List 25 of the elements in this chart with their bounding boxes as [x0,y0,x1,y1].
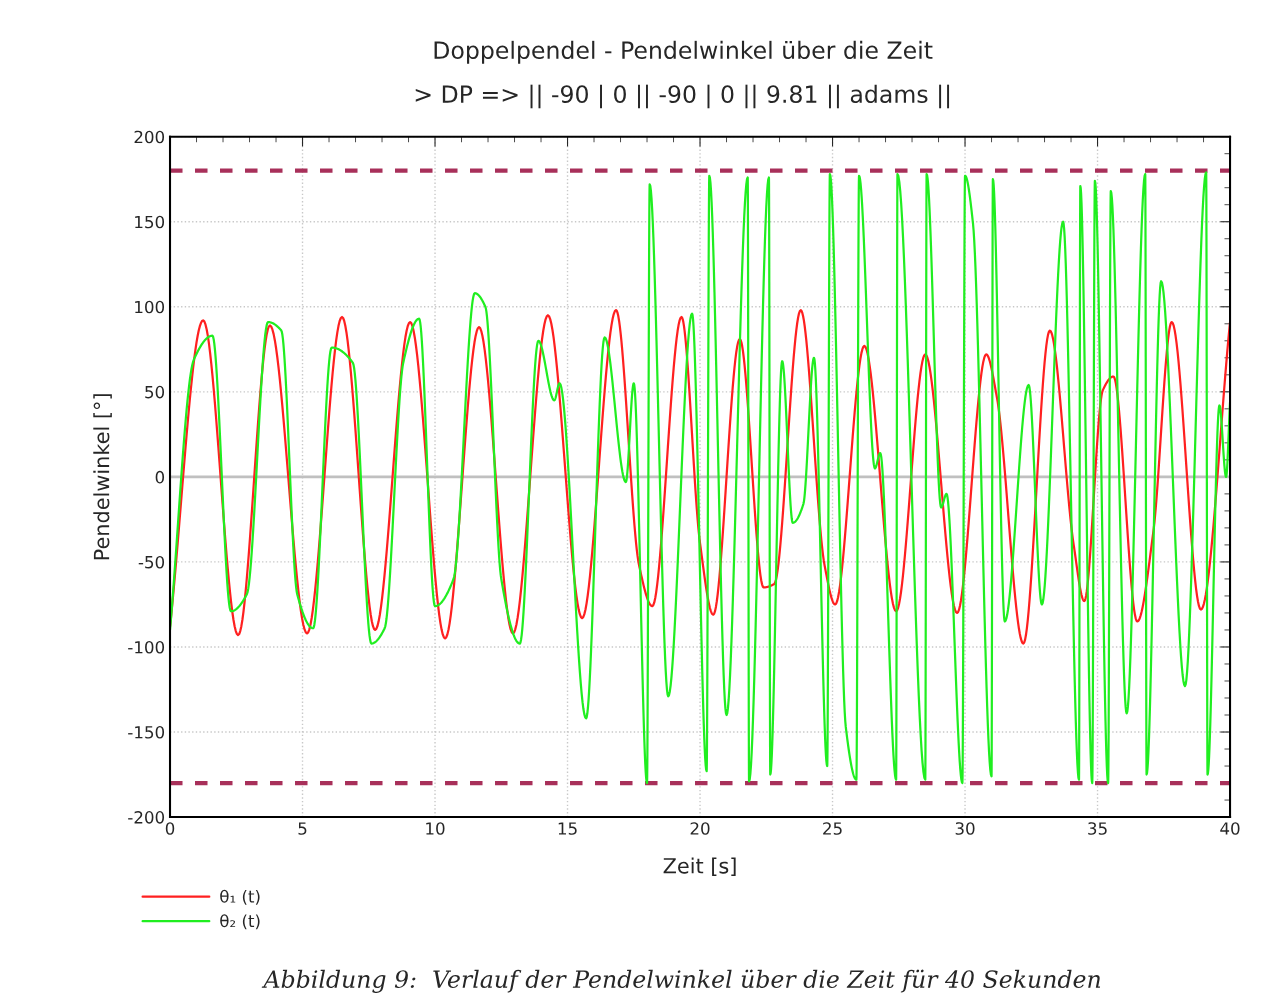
x-tick-label: 5 [298,822,307,835]
x-tick-label: 25 [823,822,842,835]
x-tick-label: 35 [1088,822,1107,835]
y-axis-title: Pendelwinkel [°] [93,394,112,560]
y-tick-label: -50 [138,555,165,569]
x-tick-label: 30 [955,822,975,835]
y-tick-label: 150 [135,215,165,229]
x-tick-label: 10 [426,822,445,835]
y-tick-label: 50 [145,385,165,399]
x-axis-title: Zeit [s] [663,857,736,877]
y-tick-label: 200 [134,130,165,144]
y-tick-label: 0 [155,470,165,484]
legend-label: θ₁ (t) [220,889,260,905]
x-tick-label: 15 [558,822,577,835]
chart-title: Doppelpendel - Pendelwinkel über die Zeit [434,40,933,64]
y-tick-label: -200 [128,811,165,824]
x-tick-label: 20 [690,822,710,835]
x-tick-label: 0 [165,822,175,835]
y-tick-label: -150 [128,725,165,739]
legend-label: θ₂ (t) [220,914,260,930]
x-tick-label: 40 [1220,822,1240,835]
chart-subtitle: > DP => || -90 | 0 || -90 | 0 || 9.81 || adams || [415,84,950,109]
text: Abbildung 9: Verlauf der Pendelwinkel über die Zeit für 40 Sekunden [261,969,1101,993]
y-tick-label: -100 [128,640,165,654]
y-tick-label: 100 [135,300,165,314]
